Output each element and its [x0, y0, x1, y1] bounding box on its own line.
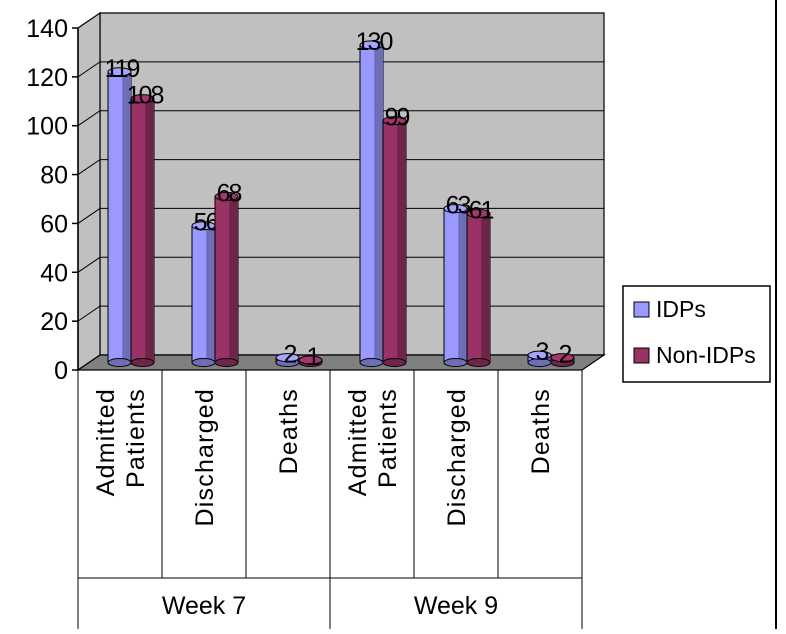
bar-shade — [229, 196, 238, 363]
y-tick-label: 0 — [54, 357, 68, 385]
category-label: Discharged — [443, 388, 471, 526]
category-label: Admitted — [344, 388, 372, 496]
bar-top — [298, 355, 323, 365]
bar-top — [466, 208, 491, 218]
bar-top — [527, 350, 552, 360]
category-label: Patients — [374, 388, 402, 488]
group-label: Week 9 — [414, 592, 498, 620]
bar-shade — [542, 355, 551, 363]
bar-top — [130, 94, 155, 104]
bar-shade — [206, 225, 215, 363]
bar-idps — [107, 67, 132, 367]
bar-data-label: 130 — [356, 28, 393, 56]
bar-base — [443, 358, 468, 367]
legend-label: IDPs — [656, 296, 706, 322]
bar-base — [359, 358, 384, 367]
bar-data-label: 108 — [127, 82, 164, 110]
plot-side-wall — [77, 11, 101, 372]
gridline — [77, 256, 604, 273]
legend: IDPs Non-IDPs — [622, 285, 771, 383]
bar-data-label: 68 — [217, 179, 242, 207]
group-label: Week 7 — [162, 592, 246, 620]
legend-label: Non-IDPs — [656, 342, 756, 368]
y-tick-label: 120 — [26, 64, 68, 92]
bar-top — [275, 353, 300, 363]
bar-idps — [359, 40, 384, 367]
bar-top — [359, 40, 384, 50]
bar-data-label: 61 — [469, 196, 494, 224]
legend-box — [622, 285, 771, 383]
bar-data-label: 2 — [284, 341, 297, 369]
bar-shade — [122, 71, 131, 363]
plot-floor — [76, 354, 606, 371]
plot-back-wall — [99, 12, 605, 356]
bar-shade — [458, 208, 467, 363]
bar-data-label: 99 — [385, 104, 410, 132]
bar-data-label: 2 — [559, 341, 572, 369]
category-label: Admitted — [92, 388, 120, 496]
legend-swatch — [633, 301, 650, 318]
gridline — [77, 207, 604, 224]
bar-data-label: 119 — [105, 55, 140, 83]
bar-top — [443, 204, 468, 214]
bar-idps — [527, 350, 552, 367]
bar-shade — [397, 120, 406, 363]
category-label: Discharged — [191, 388, 219, 526]
gridline — [77, 305, 604, 322]
bar-base — [107, 358, 132, 367]
bar-idps — [191, 221, 216, 367]
category-label: Deaths — [275, 388, 303, 474]
y-tick-label: 140 — [26, 15, 68, 43]
y-tick-label: 100 — [26, 113, 68, 141]
bar-non-idps — [298, 355, 323, 367]
gridline — [77, 61, 604, 78]
y-tick-label: 60 — [40, 210, 68, 238]
category-label: Patients — [122, 388, 150, 488]
bar-non-idps — [550, 353, 575, 367]
bar-base — [382, 358, 407, 367]
category-label: Deaths — [527, 388, 555, 474]
y-tick-label: 20 — [40, 308, 68, 336]
bar-base — [466, 358, 491, 367]
bar-idps — [443, 204, 468, 367]
legend-swatch — [633, 347, 650, 364]
bar-shade — [481, 213, 490, 363]
bar-non-idps — [466, 208, 491, 367]
bar-base — [130, 358, 155, 367]
bar-idps — [275, 353, 300, 367]
bar-base — [191, 358, 216, 367]
bar-non-idps — [382, 116, 407, 367]
y-tick-label: 80 — [40, 162, 68, 190]
bar-shade — [374, 44, 383, 363]
gridline — [77, 159, 604, 175]
bar-top — [214, 191, 239, 201]
y-tick-label: 40 — [40, 259, 68, 287]
bar-base — [214, 358, 239, 367]
bar-data-label: 3 — [536, 338, 549, 366]
bar-data-label: 1 — [307, 343, 320, 371]
gridline — [77, 110, 604, 127]
bar-shade — [145, 98, 154, 363]
bar-top — [107, 67, 132, 77]
bar-non-idps — [214, 191, 239, 367]
bar-non-idps — [130, 94, 155, 367]
bar-top — [382, 116, 407, 126]
bar-top — [550, 353, 575, 363]
